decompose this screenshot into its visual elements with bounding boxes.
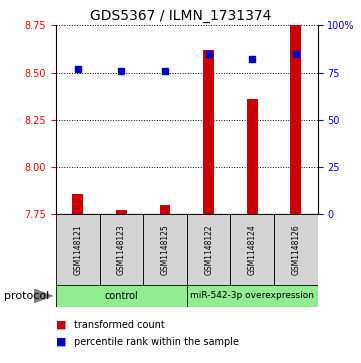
Bar: [247, 99, 258, 214]
Text: transformed count: transformed count: [74, 320, 165, 330]
Bar: [160, 205, 170, 214]
Bar: [274, 214, 318, 285]
Bar: [116, 211, 127, 214]
Bar: [230, 214, 274, 285]
Text: GSM1148121: GSM1148121: [73, 224, 82, 275]
Text: GSM1148124: GSM1148124: [248, 224, 257, 275]
Text: ■: ■: [56, 320, 66, 330]
Bar: [290, 25, 301, 214]
Bar: [203, 50, 214, 214]
Text: GSM1148126: GSM1148126: [291, 224, 300, 275]
Bar: [100, 214, 143, 285]
Text: GSM1148123: GSM1148123: [117, 224, 126, 275]
Text: protocol: protocol: [4, 291, 49, 301]
Text: GSM1148125: GSM1148125: [161, 224, 170, 275]
Text: percentile rank within the sample: percentile rank within the sample: [74, 337, 239, 347]
Bar: [187, 214, 230, 285]
Text: GSM1148122: GSM1148122: [204, 224, 213, 275]
Text: GDS5367 / ILMN_1731374: GDS5367 / ILMN_1731374: [90, 9, 271, 23]
Text: miR-542-3p overexpression: miR-542-3p overexpression: [190, 291, 314, 300]
Text: ■: ■: [56, 337, 66, 347]
Polygon shape: [35, 289, 52, 302]
Text: control: control: [105, 291, 138, 301]
Bar: [56, 285, 187, 307]
Bar: [72, 194, 83, 214]
Bar: [143, 214, 187, 285]
Bar: [187, 285, 318, 307]
Bar: [56, 214, 100, 285]
